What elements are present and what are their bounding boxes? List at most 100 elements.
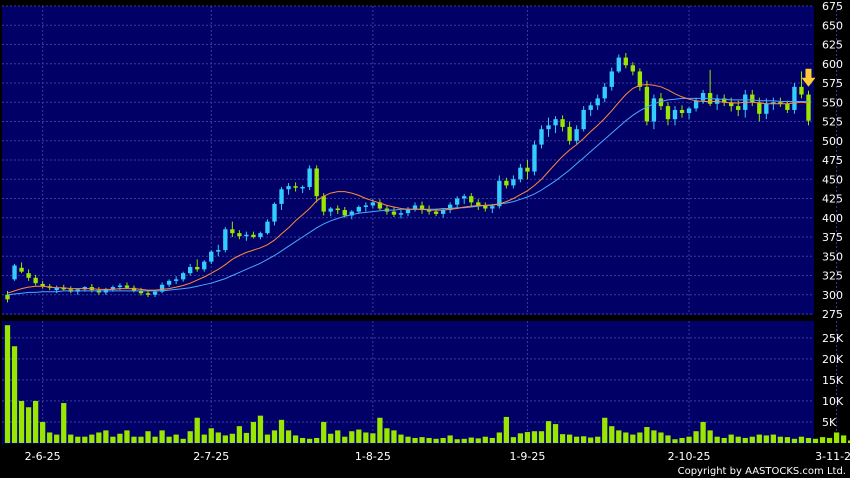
volume-bar: [637, 432, 643, 443]
volume-bar: [124, 430, 130, 443]
candle-body: [131, 287, 137, 291]
volume-bar: [833, 432, 840, 443]
volume-bar: [517, 433, 524, 443]
volume-bar: [552, 424, 559, 443]
volume-bar: [152, 436, 158, 443]
candle-body: [265, 221, 270, 234]
candle-body: [623, 57, 628, 66]
candle-body: [672, 109, 678, 120]
candle-body: [588, 105, 593, 110]
volume-bar: [208, 428, 214, 443]
volume-bar: [559, 434, 566, 443]
volume-bar: [18, 400, 25, 443]
candle-body: [532, 144, 537, 172]
candle-body: [736, 106, 741, 110]
copyright-text: Copyright by AASTOCKS.com Ltd.: [678, 466, 846, 477]
volume-bar: [819, 437, 826, 443]
volume-bar: [159, 430, 165, 443]
candle-body: [19, 267, 24, 272]
candle-body: [518, 167, 523, 180]
price-tick-label: 375: [822, 231, 843, 244]
candle-body: [799, 86, 804, 95]
candle-body: [152, 291, 158, 295]
candle-body: [237, 233, 242, 237]
volume-bar: [524, 432, 531, 443]
candle-body: [61, 287, 66, 290]
candle-body: [455, 198, 460, 205]
candle-body: [12, 265, 17, 280]
candle-body: [665, 106, 671, 120]
candle-body: [447, 204, 453, 211]
candle-body: [335, 208, 340, 211]
volume-bar: [54, 434, 60, 443]
candle-body: [251, 234, 256, 237]
volume-bar: [187, 431, 193, 443]
candle-body: [433, 211, 439, 214]
candle-body: [166, 280, 172, 285]
volume-bar: [138, 436, 144, 443]
candle-body: [370, 202, 376, 206]
volume-bar: [61, 403, 67, 443]
candle-body: [258, 233, 263, 237]
volume-bar: [728, 434, 734, 443]
volume-bar: [777, 436, 784, 443]
candle-body: [110, 287, 116, 290]
volume-bar: [110, 436, 116, 443]
volume-bar: [468, 437, 474, 443]
volume-bar: [145, 431, 151, 443]
candle-body: [412, 205, 418, 210]
price-tick-label: 500: [822, 135, 843, 148]
candle-body: [419, 205, 425, 211]
volume-bar: [426, 437, 432, 443]
volume-bar: [47, 432, 53, 443]
candle-body: [504, 180, 509, 186]
volume-axis-labels: 5K 10K 15K 20K 25K: [822, 332, 844, 429]
candle-body: [159, 284, 165, 292]
volume-bar: [538, 431, 545, 443]
candle-body: [721, 98, 727, 103]
candle-body: [54, 287, 59, 291]
volume-bar: [651, 430, 657, 443]
candle-body: [553, 119, 558, 126]
volume-bar: [630, 434, 636, 443]
candle-body: [216, 250, 221, 252]
volume-grid: [2, 321, 838, 443]
candle-body: [349, 211, 354, 216]
volume-bar: [89, 434, 95, 443]
volume-tick-label: 10K: [822, 395, 844, 408]
candle-body: [300, 186, 305, 189]
candle-body: [462, 196, 467, 199]
candle-body: [792, 86, 797, 110]
price-axis-labels: 275 300 325 350 375 400 425 450 475 500 525 550 575 6…: [822, 0, 843, 321]
candle-body: [490, 206, 495, 209]
volume-bar: [440, 437, 446, 443]
volume-bar: [763, 435, 769, 443]
candle-body: [286, 186, 291, 190]
volume-bar: [307, 438, 313, 443]
candle-body: [391, 211, 397, 215]
volume-bar: [349, 431, 355, 443]
price-tick-label: 475: [822, 154, 843, 167]
volume-bar: [131, 436, 137, 443]
candle-body: [124, 285, 130, 288]
candle-body: [377, 202, 383, 209]
volume-bar: [419, 437, 425, 443]
candle-body: [785, 103, 790, 110]
volume-panel: [2, 321, 814, 444]
candle-body: [574, 129, 579, 141]
volume-bar: [222, 435, 228, 443]
date-tick-label: 3-11-25: [815, 450, 850, 463]
candle-body: [244, 234, 249, 237]
candle-body: [658, 98, 664, 107]
volume-bar: [271, 430, 278, 443]
volume-bar: [566, 434, 573, 443]
candle-body: [356, 206, 361, 212]
candle-body: [321, 196, 326, 212]
volume-bar: [96, 432, 102, 443]
volume-bar: [166, 436, 172, 443]
candle-body: [686, 108, 692, 114]
candle-body: [637, 71, 643, 87]
volume-bar: [250, 421, 257, 443]
volume-tick-label: 5K: [822, 416, 837, 429]
candle-body: [202, 261, 207, 270]
